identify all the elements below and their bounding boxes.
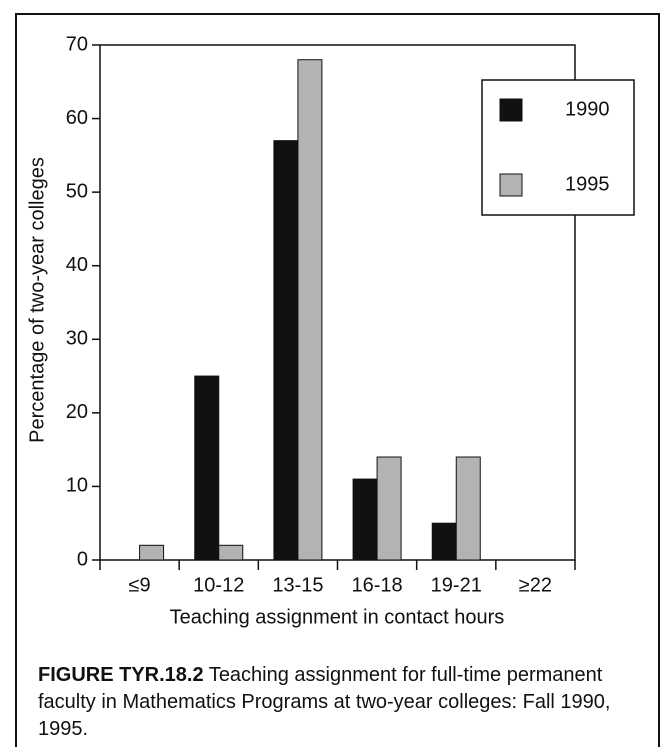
y-tick-label: 10 <box>66 475 88 497</box>
y-tick-label: 70 <box>66 33 88 55</box>
bar <box>218 544 244 561</box>
frame <box>15 13 660 747</box>
caption: FIGURE TYR.18.2 Teaching assignment for … <box>38 662 628 743</box>
bar <box>376 456 402 561</box>
y-tick-label: 20 <box>66 401 88 423</box>
bar <box>297 59 323 561</box>
x-tick-label: ≤9 <box>129 574 151 596</box>
x-tick-label: 10-12 <box>193 574 244 596</box>
y-tick-label: 50 <box>66 180 88 202</box>
y-tick-label: 0 <box>77 548 88 570</box>
bar <box>352 478 378 561</box>
y-tick-label: 60 <box>66 107 88 129</box>
x-axis-label: Teaching assignment in contact hours <box>170 606 505 628</box>
x-tick-label: 13-15 <box>272 574 323 596</box>
bar <box>273 140 299 561</box>
bar <box>455 456 481 561</box>
x-tick-label: ≥22 <box>519 574 552 596</box>
legend-swatch <box>499 173 523 197</box>
bar <box>139 544 165 561</box>
bar <box>431 522 457 561</box>
y-axis-label: Percentage of two-year colleges <box>26 157 48 443</box>
legend-swatch <box>499 98 523 122</box>
caption-label: FIGURE TYR.18.2 <box>38 664 204 686</box>
x-tick-label: 16-18 <box>352 574 403 596</box>
bar <box>194 375 220 561</box>
caption-text: Teaching assignment for full-time perman… <box>38 664 611 740</box>
y-tick-label: 30 <box>66 328 88 350</box>
y-tick-label: 40 <box>66 254 88 276</box>
legend-label: 1990 <box>565 98 610 120</box>
legend-label: 1995 <box>565 173 610 195</box>
x-tick-label: 19-21 <box>431 574 482 596</box>
